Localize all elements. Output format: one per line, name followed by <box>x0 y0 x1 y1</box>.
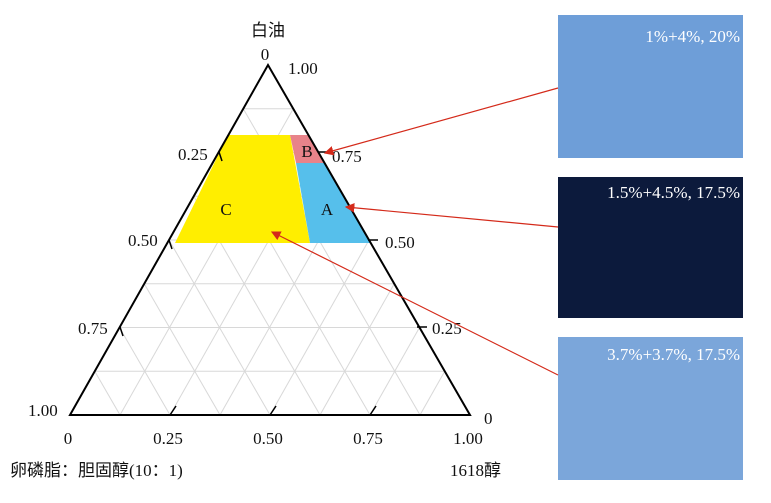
tick-label: 0.50 <box>128 231 158 250</box>
tick-label: 0.25 <box>432 319 462 338</box>
region-label: B <box>301 142 312 161</box>
image-caption: 3.7%+3.7%, 17.5% <box>607 345 740 364</box>
tick-label: 0 <box>261 45 270 64</box>
region-label: A <box>321 200 334 219</box>
tick-label: 0.75 <box>78 319 108 338</box>
grid-line <box>94 371 121 416</box>
micrograph <box>558 15 743 158</box>
tick-label: 0 <box>64 429 73 448</box>
image-caption: 1.5%+4.5%, 17.5% <box>607 183 740 202</box>
tick-label: 1.00 <box>453 429 483 448</box>
right-label: 1618醇 <box>450 461 501 480</box>
tick-label: 0.25 <box>178 145 208 164</box>
micrograph <box>558 177 743 318</box>
tick-label: 1.00 <box>28 401 58 420</box>
grid-line <box>419 371 446 416</box>
tick-label: 0.50 <box>385 233 415 252</box>
micrograph <box>558 337 743 480</box>
tick-marks <box>119 151 427 416</box>
top-label: 白油 <box>251 21 285 40</box>
grid-line <box>319 283 395 416</box>
arrows <box>270 87 559 376</box>
grid-line <box>143 283 221 416</box>
region-c <box>175 135 310 243</box>
tick-label: 0.75 <box>332 147 362 166</box>
tick-label: 0 <box>484 409 493 428</box>
image-caption: 1%+4%, 20% <box>645 27 740 46</box>
tick-label: 0.75 <box>353 429 383 448</box>
tick-label: 0.50 <box>253 429 283 448</box>
tick-label: 0.25 <box>153 429 183 448</box>
region-b <box>290 135 324 163</box>
region-label: C <box>220 200 231 219</box>
region-a <box>296 163 370 243</box>
left-label: 卵磷脂：胆固醇(10：1) <box>10 461 183 480</box>
tick-label: 1.00 <box>288 59 318 78</box>
